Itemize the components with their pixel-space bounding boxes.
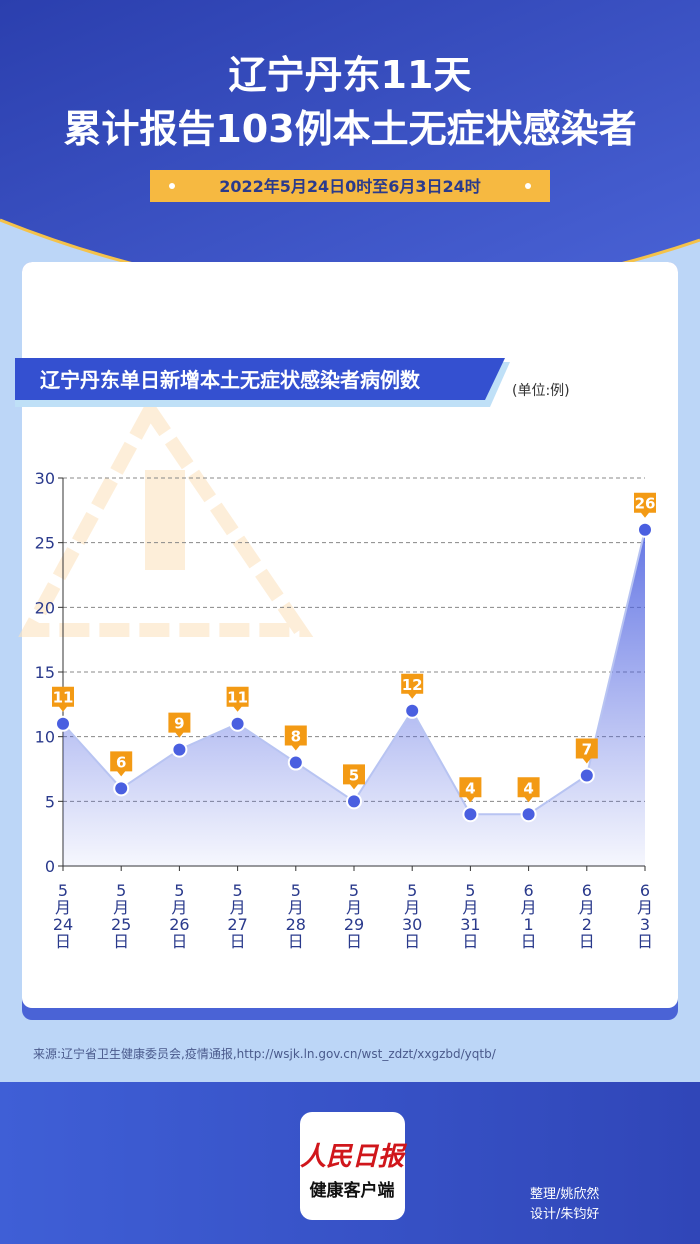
point (171, 741, 188, 758)
dot (525, 183, 531, 189)
label-box (459, 777, 482, 803)
data-label: 9 (174, 715, 184, 733)
dot (169, 183, 175, 189)
subtitle: 2022年5月24日0时至6月3日24时 (219, 177, 481, 196)
area (63, 529, 645, 866)
source: 来源:辽宁省卫生健康委员会,疫情通报,http://wsjk.ln.gov.cn… (33, 1046, 497, 1061)
data-label: 4 (465, 779, 475, 797)
data-label: 11 (227, 689, 248, 707)
x-tick-label: 5月29日 (343, 881, 365, 951)
x-tick-label: 5月25日 (111, 881, 132, 951)
point (229, 715, 246, 732)
x-tick-label: 5月28日 (285, 881, 306, 951)
credit: 设计/朱钧好 (530, 1207, 599, 1222)
point (113, 780, 130, 797)
point (404, 702, 421, 719)
header-bg (0, 0, 700, 296)
x-tick-label: 6月1日 (520, 881, 537, 951)
warning-icon (18, 396, 314, 637)
data-label: 6 (116, 753, 126, 771)
y-tick-label: 20 (35, 598, 55, 617)
data-label: 8 (291, 728, 301, 746)
y-tick-label: 30 (35, 469, 55, 488)
point (520, 806, 537, 823)
x-tick-label: 5月24日 (52, 881, 74, 951)
y-tick-label: 0 (45, 857, 55, 876)
logo-box (300, 1112, 405, 1220)
title: 累计报告103例本土无症状感染者 (63, 107, 636, 151)
data-label: 12 (402, 676, 423, 694)
y-tick-label: 15 (35, 663, 55, 682)
x-tick-label: 5月31日 (460, 881, 481, 951)
unit: (单位:例) (512, 383, 570, 399)
point (637, 521, 653, 538)
x-tick-label: 5月26日 (169, 881, 190, 951)
y-tick-label: 25 (35, 534, 55, 553)
chart-title: 辽宁丹东单日新增本土无症状感染者病例数 (40, 368, 421, 392)
label-box (517, 777, 540, 803)
label-box (575, 738, 598, 764)
label-box (634, 492, 656, 518)
label-box (226, 686, 249, 712)
label-box (401, 673, 424, 699)
data-label: 5 (349, 766, 359, 784)
x-tick-label: 5月27日 (227, 881, 248, 951)
subtitle-ribbon (150, 170, 550, 202)
label-box (168, 712, 191, 738)
y-tick-label: 10 (35, 728, 55, 747)
label-box (284, 725, 307, 751)
logo-name: 人民日报 (300, 1142, 408, 1172)
point (578, 767, 595, 784)
warning-icon (145, 470, 185, 570)
label-box (343, 764, 365, 790)
x-tick-label: 5月30日 (402, 881, 423, 951)
data-label: 26 (635, 495, 656, 513)
x-tick-label: 6月3日 (636, 881, 653, 951)
data-label: 4 (523, 779, 533, 797)
chart-title-bg (15, 358, 505, 400)
point (287, 754, 304, 771)
logo-sub: 健康客户端 (310, 1180, 395, 1201)
title: 辽宁丹东11天 (229, 53, 472, 97)
y-tick-label: 5 (45, 792, 55, 811)
point (55, 715, 71, 732)
point (346, 793, 362, 810)
x-tick-label: 6月2日 (578, 881, 595, 951)
label-box (110, 751, 133, 777)
credit: 整理/姚欣然 (530, 1186, 599, 1202)
data-label: 11 (53, 689, 74, 707)
label-box (52, 686, 74, 712)
point (462, 806, 479, 823)
data-label: 7 (582, 740, 592, 758)
